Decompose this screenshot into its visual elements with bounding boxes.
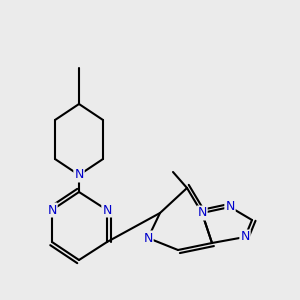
Text: N: N bbox=[102, 203, 112, 217]
Text: N: N bbox=[143, 232, 153, 244]
Text: N: N bbox=[47, 203, 57, 217]
Text: N: N bbox=[225, 200, 235, 214]
Text: N: N bbox=[74, 169, 84, 182]
Text: N: N bbox=[240, 230, 250, 244]
Text: N: N bbox=[197, 206, 207, 220]
